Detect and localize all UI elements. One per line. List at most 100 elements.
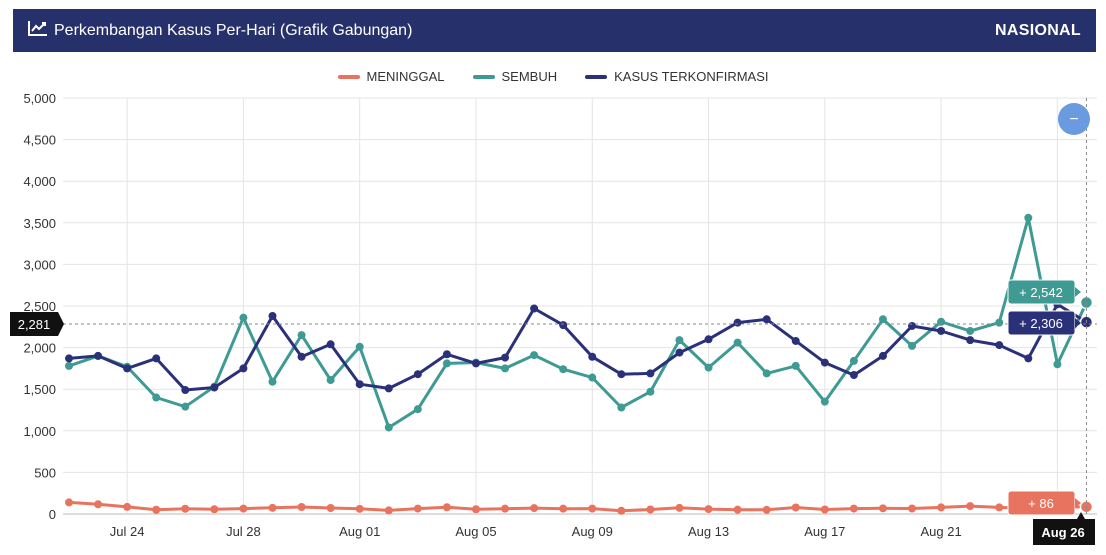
data-point-meninggal	[501, 504, 510, 513]
data-point-kasus-terkonfirmasi	[501, 353, 510, 362]
x-tick-label: Aug 05	[455, 524, 496, 539]
data-point-meninggal	[966, 502, 975, 511]
crosshair-x-label: Aug 26	[1041, 525, 1084, 540]
y-tick-label: 5,000	[23, 91, 56, 106]
series-line-kasus-terkonfirmasi	[68, 302, 1088, 392]
data-point-meninggal	[791, 503, 800, 512]
data-point-meninggal	[559, 504, 568, 513]
data-point-kasus-terkonfirmasi	[239, 364, 248, 373]
data-point-sembuh	[297, 331, 306, 340]
y-tick-label: 3,000	[23, 257, 56, 272]
data-point-meninggal	[937, 503, 946, 512]
data-point-sembuh	[820, 397, 829, 406]
data-point-sembuh	[995, 318, 1004, 327]
zoom-out-button[interactable]	[1058, 103, 1090, 135]
data-point-meninggal	[471, 505, 480, 514]
series-line-meninggal	[68, 500, 1087, 513]
data-point-meninggal	[908, 504, 917, 513]
x-tick-label: Aug 01	[339, 524, 380, 539]
data-point-meninggal	[820, 505, 829, 514]
data-point-kasus-terkonfirmasi	[94, 351, 103, 360]
data-point-meninggal	[704, 505, 713, 514]
data-point-sembuh	[646, 387, 655, 396]
data-point-kasus-terkonfirmasi	[617, 370, 626, 379]
tooltip-sembuh-arrow	[1075, 287, 1081, 297]
data-point-kasus-terkonfirmasi	[326, 340, 335, 349]
data-point-kasus-terkonfirmasi	[384, 384, 393, 393]
data-point-kasus-terkonfirmasi	[181, 386, 190, 395]
series-line-sembuh	[68, 216, 1088, 429]
legend-item-meninggal[interactable]: MENINGGAL	[337, 69, 445, 84]
zoom-out-icon: −	[1069, 111, 1078, 128]
data-point-kasus-terkonfirmasi	[791, 336, 800, 345]
data-point-kasus-terkonfirmasi	[937, 326, 946, 335]
x-axis: Jul 24 Jul 28 Aug 01 Aug 05 Aug 09 Aug 13 Aug …	[110, 524, 1069, 539]
data-point-sembuh	[791, 361, 800, 370]
page-title: Perkembangan Kasus Per-Hari (Grafik Gabu…	[54, 21, 413, 39]
data-point-kasus-terkonfirmasi	[123, 364, 132, 373]
legend-swatch-sembuh	[472, 74, 495, 79]
data-point-meninggal	[530, 504, 539, 513]
y-tick-label: 2,500	[23, 299, 56, 314]
data-point-sembuh	[384, 423, 393, 432]
data-point-kasus-terkonfirmasi	[675, 348, 684, 357]
data-point-kasus-terkonfirmasi	[995, 341, 1004, 350]
data-point-sembuh	[1024, 213, 1033, 222]
data-point-kasus-terkonfirmasi	[152, 354, 161, 363]
header-title-group: Perkembangan Kasus Per-Hari (Grafik Gabu…	[28, 20, 412, 41]
data-point-kasus-terkonfirmasi	[471, 359, 480, 368]
data-point-sembuh	[966, 326, 975, 335]
x-tick-label: Aug 21	[920, 524, 961, 539]
data-point-kasus-terkonfirmasi	[530, 304, 539, 313]
tooltip-meninggal-arrow	[1075, 498, 1081, 508]
data-point-sembuh	[239, 313, 248, 322]
data-point-meninggal	[442, 503, 451, 512]
data-point-sembuh	[181, 402, 190, 411]
data-point-meninggal	[878, 504, 887, 513]
data-point-kasus-terkonfirmasi	[878, 351, 887, 360]
x-tick-label: Jul 24	[110, 524, 145, 539]
y-tick-label: 1,500	[23, 382, 56, 397]
data-point-meninggal	[413, 504, 422, 513]
data-point-meninggal	[181, 504, 190, 513]
chart-header: Perkembangan Kasus Per-Hari (Grafik Gabu…	[13, 9, 1096, 52]
data-point-meninggal	[297, 503, 306, 512]
y-tick-label: 4,000	[23, 174, 56, 189]
data-point-kasus-terkonfirmasi	[413, 370, 422, 379]
data-point-sembuh	[268, 377, 277, 386]
x-tick-label: Aug 13	[688, 524, 729, 539]
data-point-sembuh	[152, 393, 161, 402]
legend-item-kasus[interactable]: KASUS TERKONFIRMASI	[585, 69, 768, 84]
y-tick-label: 500	[34, 465, 56, 480]
data-point-meninggal	[355, 504, 364, 513]
tooltip-sembuh-label: + 2,542	[1019, 285, 1063, 300]
scope-label[interactable]: NASIONAL	[995, 21, 1081, 39]
legend-label-kasus: KASUS TERKONFIRMASI	[614, 69, 769, 84]
data-point-kasus-terkonfirmasi	[762, 315, 771, 324]
legend-item-sembuh[interactable]: SEMBUH	[472, 69, 557, 84]
data-point-kasus-terkonfirmasi	[849, 371, 858, 380]
data-point-kasus-terkonfirmasi	[820, 358, 829, 367]
data-point-kasus-terkonfirmasi	[442, 350, 451, 359]
data-point-sembuh	[878, 315, 887, 324]
data-point-meninggal	[65, 498, 73, 507]
data-point-meninggal	[617, 506, 626, 515]
tooltip-kasus-label: + 2,306	[1019, 316, 1063, 331]
data-point-sembuh	[442, 359, 451, 368]
series-group	[65, 213, 1094, 515]
data-point-sembuh	[937, 317, 946, 326]
y-tick-label: 2,000	[23, 341, 56, 356]
data-point-kasus-terkonfirmasi	[559, 321, 568, 330]
data-point-sembuh	[908, 341, 917, 350]
data-point-sembuh	[530, 351, 539, 360]
data-point-sembuh	[355, 342, 364, 351]
y-tick-label: 4,500	[23, 133, 56, 148]
data-point-sembuh	[704, 363, 713, 372]
y-tick-label: 3,500	[23, 216, 56, 231]
data-point-kasus-terkonfirmasi	[210, 383, 219, 392]
crosshair-y-label: 2,281	[18, 317, 51, 332]
data-point-kasus-terkonfirmasi	[908, 321, 917, 330]
data-point-sembuh	[1053, 360, 1062, 369]
crosshair-x-label-box	[1033, 512, 1095, 545]
data-point-kasus-terkonfirmasi	[1024, 354, 1033, 363]
